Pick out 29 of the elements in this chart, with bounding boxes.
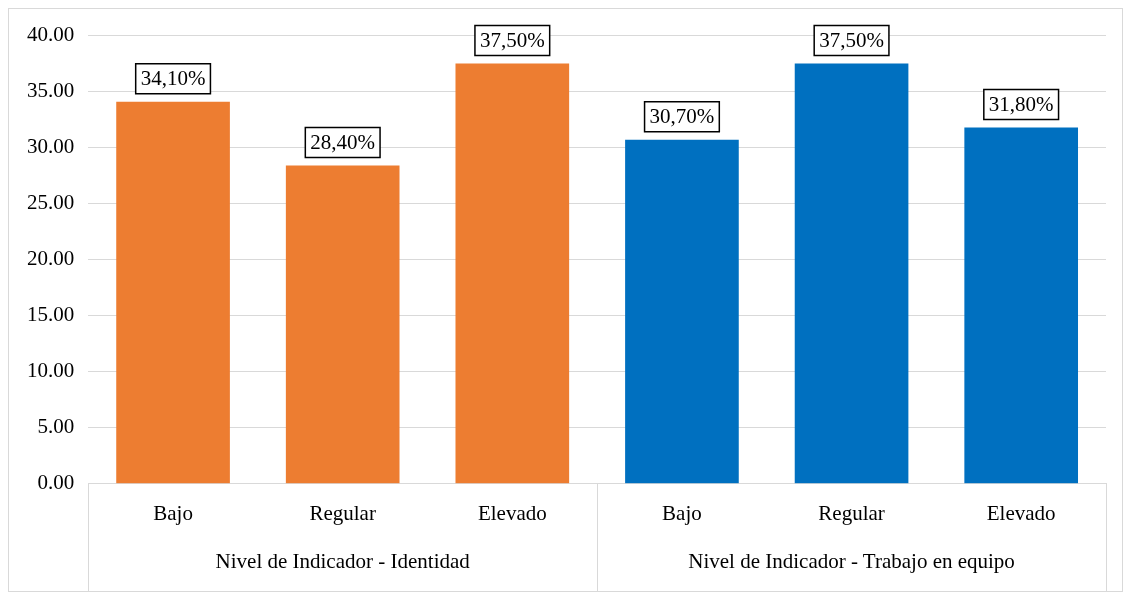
y-tick-label: 30.00 — [27, 134, 75, 159]
y-tick-label: 40.00 — [27, 22, 75, 47]
y-tick-label: 35.00 — [27, 78, 75, 103]
y-tick-label: 20.00 — [27, 246, 75, 271]
bar — [625, 139, 739, 484]
x-tick-label: Bajo — [153, 500, 193, 525]
y-tick-label: 10.00 — [27, 358, 75, 383]
bar — [794, 63, 909, 484]
data-label: 28,40% — [310, 130, 376, 155]
x-tick-label: Regular — [309, 500, 376, 525]
y-tick-label: 15.00 — [27, 302, 75, 327]
bar — [116, 101, 230, 484]
bar — [964, 127, 1079, 484]
x-tick-label: Regular — [818, 500, 885, 525]
text: Nivel de Indicador - Trabajo en equipo — [688, 549, 1015, 574]
x-tick-label: Elevado — [477, 500, 547, 525]
text: Nivel de Indicador - Identidad — [215, 549, 471, 574]
data-label: 37,50% — [819, 28, 884, 53]
data-label: 34,10% — [140, 66, 206, 91]
x-tick-label: Elevado — [986, 500, 1056, 525]
data-label: 37,50% — [479, 28, 545, 53]
x-tick-label: Bajo — [662, 500, 702, 525]
y-tick-label: 25.00 — [27, 190, 75, 215]
data-label: 30,70% — [649, 104, 715, 129]
data-label: 31,80% — [988, 92, 1054, 116]
bar — [285, 165, 400, 484]
bar — [455, 63, 570, 484]
y-tick-label: 5.00 — [37, 414, 75, 439]
y-tick-label: 0.00 — [37, 470, 75, 495]
